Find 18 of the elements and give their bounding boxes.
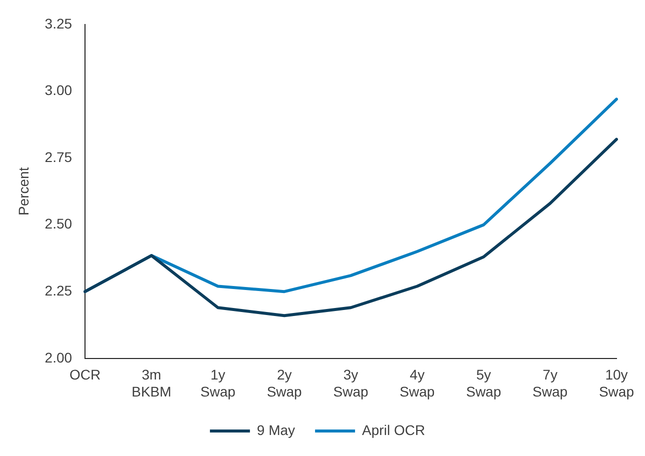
y-tick-label: 2.75 <box>44 148 72 165</box>
y-tick-label: 2.00 <box>44 349 72 366</box>
y-tick-label: 2.25 <box>44 282 72 298</box>
y-tick-label: 2.50 <box>44 216 72 232</box>
y-tick-label: 3.25 <box>44 15 72 32</box>
x-tick-label: 10y Swap <box>598 366 634 400</box>
x-tick-label: 1y Swap <box>200 366 236 400</box>
x-tick-label: 7y Swap <box>532 366 568 400</box>
x-tick-label: 4y Swap <box>400 366 435 400</box>
x-tick-label: 5y Swap <box>466 366 502 400</box>
x-tick-label: 3y Swap <box>333 366 368 400</box>
x-tick-label: 2y Swap <box>266 366 302 400</box>
legend-label: 9 May <box>256 422 296 438</box>
y-tick-label: 3.00 <box>44 82 72 98</box>
legend-label: April OCR <box>362 422 426 438</box>
y-axis-title: Percent <box>15 167 32 216</box>
x-tick-label: 3m BKBM <box>132 366 172 400</box>
x-tick-label: OCR <box>69 366 101 383</box>
